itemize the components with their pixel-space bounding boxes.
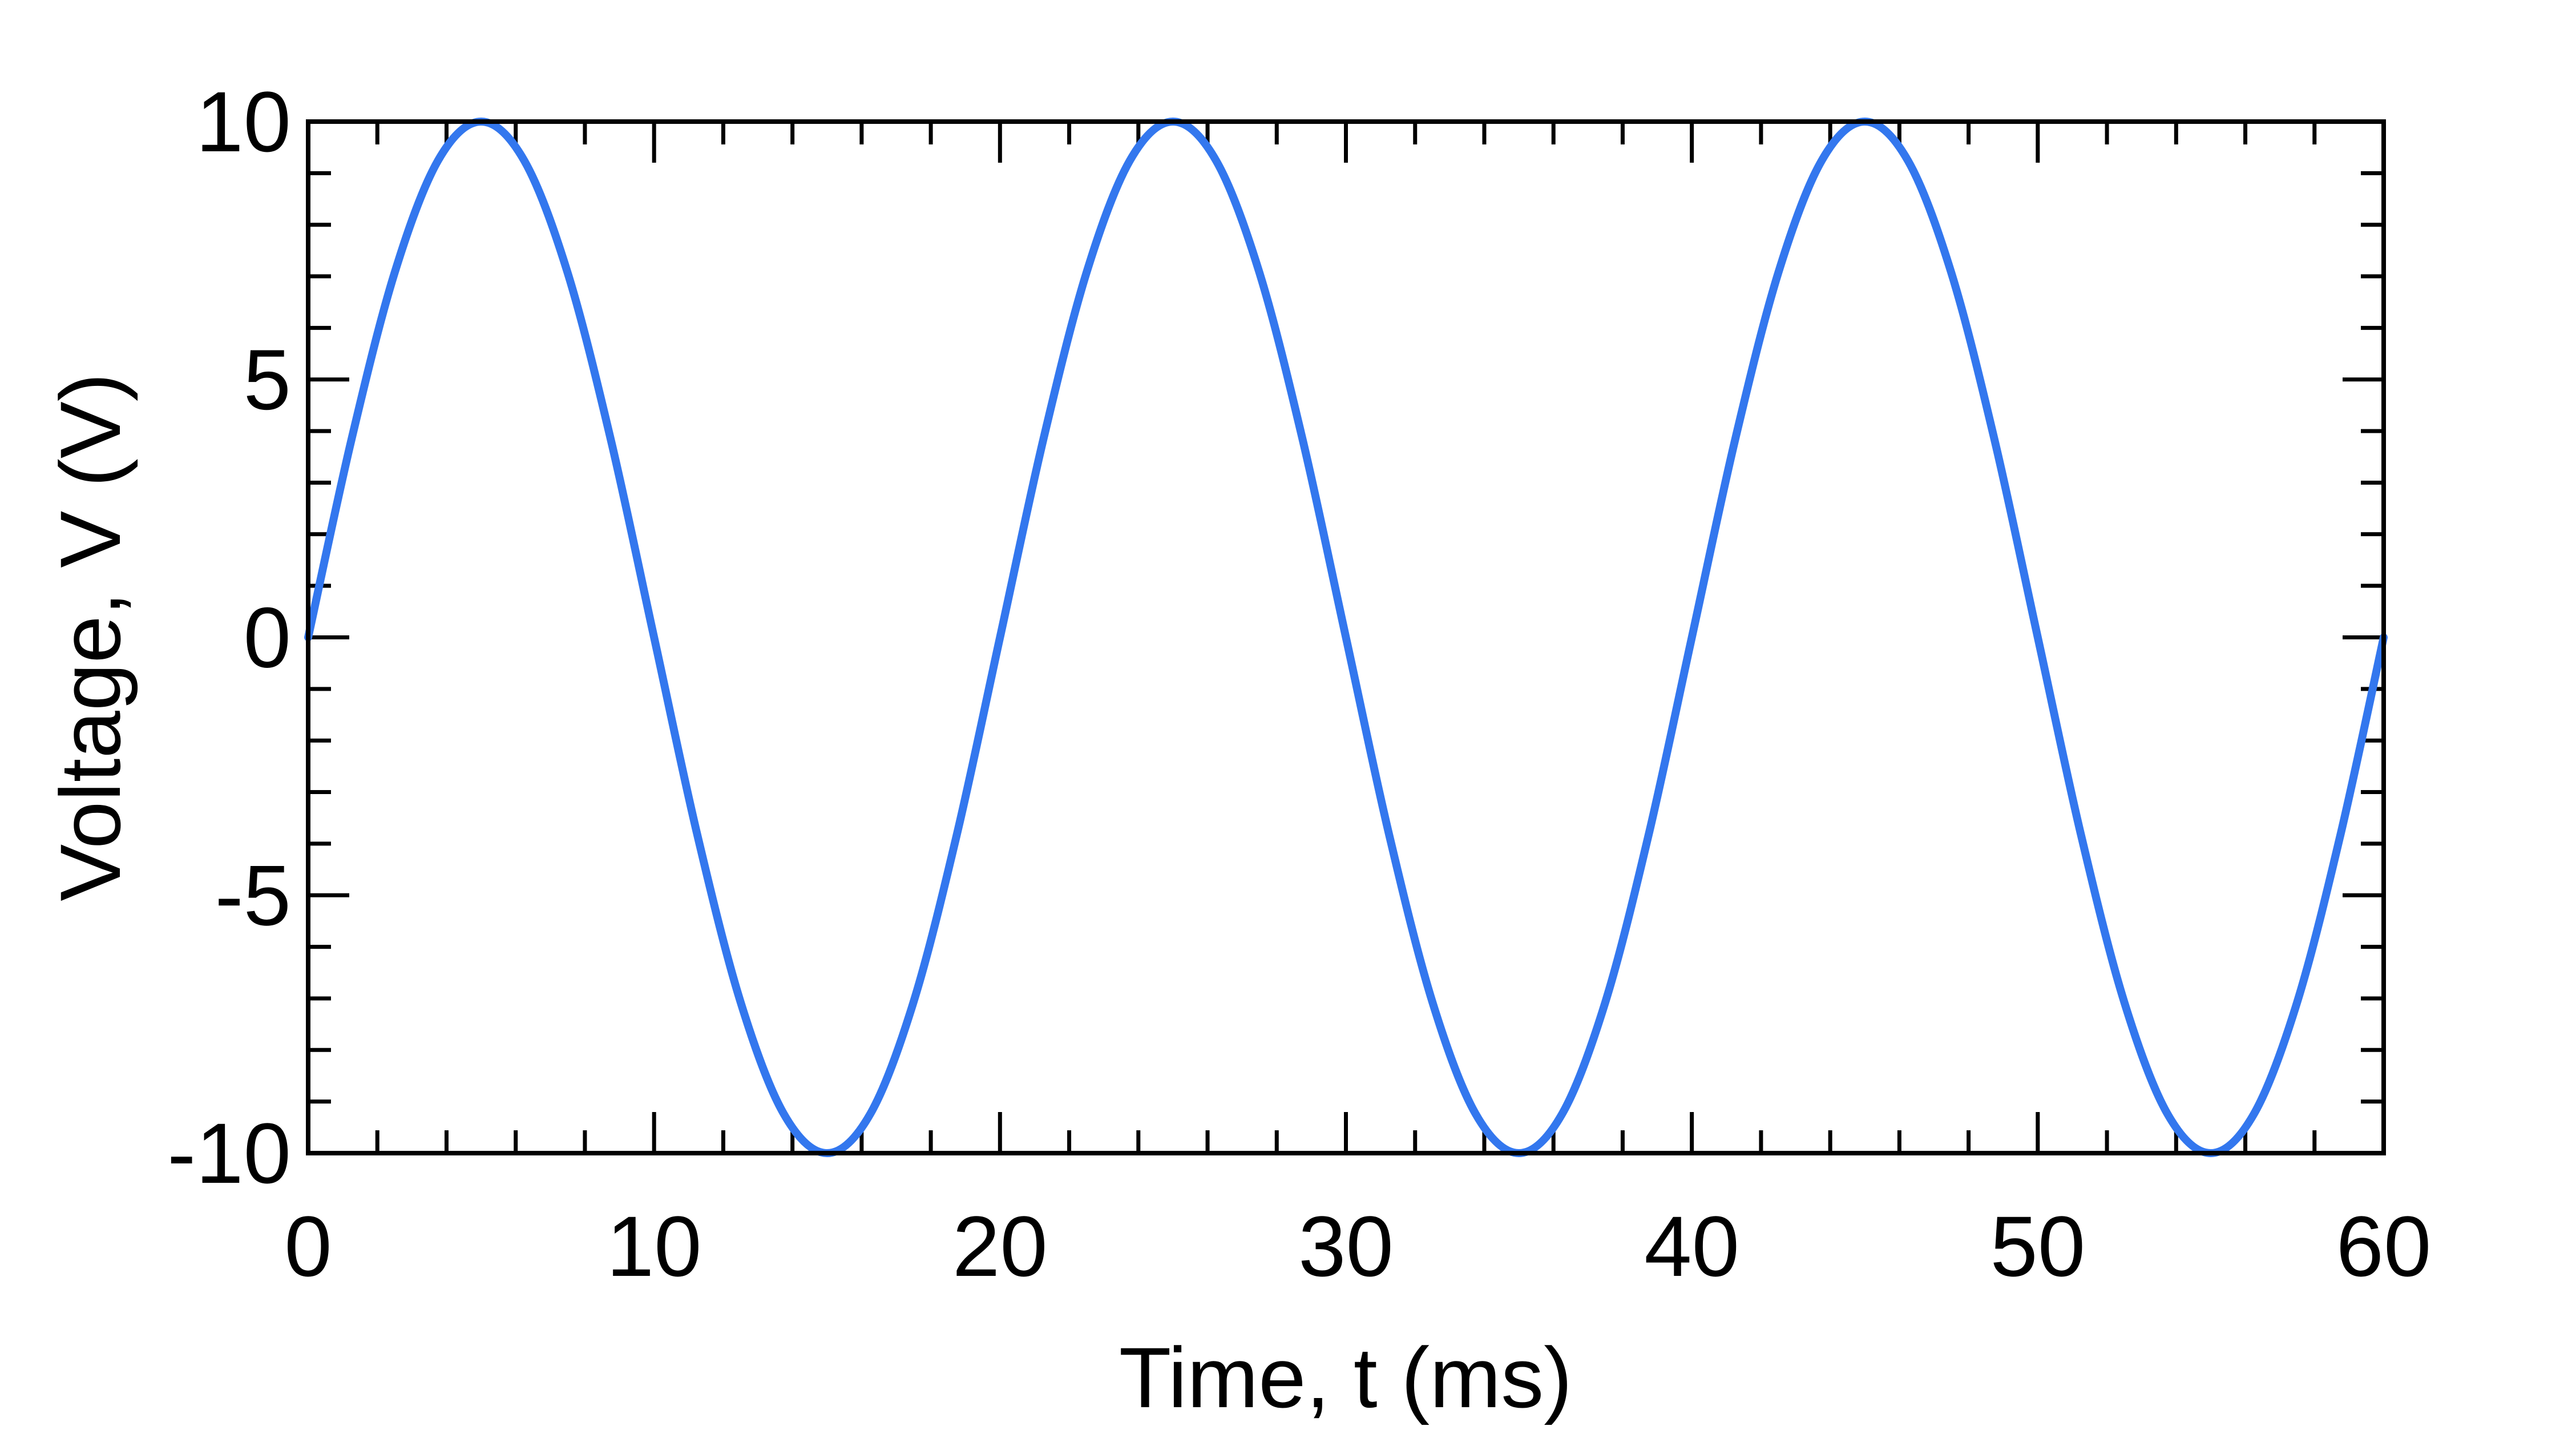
- x-tick-label: 20: [952, 1198, 1048, 1294]
- plot-area-frame: [306, 119, 2386, 1155]
- y-axis-label: Voltage, V (V): [42, 373, 138, 901]
- y-tick-label: -5: [215, 847, 291, 943]
- y-tick-label: 5: [244, 332, 291, 428]
- voltage-series-line: [304, 118, 2388, 1157]
- x-tick-label: 50: [1990, 1198, 2085, 1294]
- x-tick-label: 0: [284, 1198, 332, 1294]
- series-layer: [304, 118, 2388, 1157]
- x-tick-label: 60: [2336, 1198, 2432, 1294]
- x-tick-label: 30: [1298, 1198, 1394, 1294]
- y-tick-label: -10: [167, 1105, 291, 1201]
- x-tick-label: 10: [607, 1198, 702, 1294]
- y-tick-label: 0: [244, 590, 291, 686]
- x-axis-label: Time, t (ms): [1119, 1330, 1572, 1425]
- x-tick-label: 40: [1644, 1198, 1739, 1294]
- y-tick-label: 10: [196, 74, 291, 170]
